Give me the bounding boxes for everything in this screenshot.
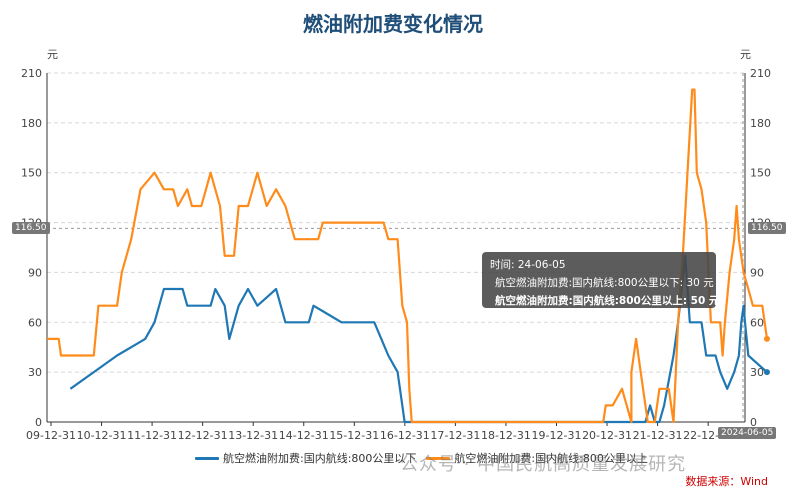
y-tick-label-right: 60	[750, 316, 764, 329]
y-tick-label-left: 210	[21, 67, 42, 80]
y-tick-label-left: 30	[28, 366, 42, 379]
tooltip-time: 时间: 24-06-05	[490, 259, 566, 271]
tooltip-series2-text: 航空燃油附加费:国内航线:800公里以上: 50 元	[495, 295, 720, 307]
x-tick-label: 12-12-31	[178, 429, 228, 442]
y-tick-label-right: 30	[750, 366, 764, 379]
data-source: 数据来源：Wind	[685, 475, 768, 488]
y-tick-label-right: 0	[750, 416, 757, 429]
y-tick-label-right: 210	[750, 67, 771, 80]
left-axis-unit: 元	[47, 48, 58, 61]
legend-swatch-series2	[426, 456, 451, 460]
x-tick-label: 19-12-31	[532, 429, 582, 442]
x-tick-label: 10-12-31	[77, 429, 127, 442]
x-tick-label: 21-12-31	[633, 429, 683, 442]
series-line-1	[69, 254, 768, 424]
y-tick-label-left: 90	[28, 266, 42, 279]
legend-label-series1: 航空燃油附加费:国内航线:800公里以下	[223, 452, 417, 465]
legend-label-series2: 航空燃油附加费:国内航线:800公里以上	[454, 452, 648, 465]
y-tick-label-left: 60	[28, 316, 42, 329]
x-tick-label: 11-12-31	[127, 429, 177, 442]
right-crosshair-value: 116.50	[748, 222, 786, 234]
data-tooltip: 时间: 24-06-05 航空燃油附加费:国内航线:800公里以下: 30 元 …	[482, 252, 720, 308]
y-tick-label-right: 90	[750, 266, 764, 279]
chart-title: 燃油附加费变化情况	[303, 12, 483, 36]
x-tick-label: 20-12-31	[582, 429, 632, 442]
x-tick-label: 17-12-31	[430, 429, 480, 442]
legend-item-series1[interactable]: 航空燃油附加费:国内航线:800公里以下	[195, 450, 416, 466]
x-tick-label: 14-12-31	[279, 429, 329, 442]
right-axis-unit: 元	[740, 48, 751, 61]
y-tick-label-left: 180	[21, 117, 42, 130]
legend-swatch-series1	[195, 456, 219, 460]
y-tick-label-right: 150	[750, 167, 771, 180]
series-end-point-1	[763, 369, 770, 376]
y-tick-label-right: 180	[750, 117, 771, 130]
crosshair-date-label: 2024-06-05	[718, 427, 777, 439]
x-tick-label: 18-12-31	[481, 429, 531, 442]
x-tick-label: 15-12-31	[329, 429, 379, 442]
y-tick-label-left: 0	[35, 416, 42, 429]
tooltip-series1-text: 航空燃油附加费:国内航线:800公里以下: 30 元	[495, 277, 714, 289]
left-crosshair-value: 116.50	[12, 222, 50, 234]
y-tick-label-left: 150	[21, 167, 42, 180]
chart-legend: 航空燃油附加费:国内航线:800公里以下 航空燃油附加费:国内航线:800公里以…	[195, 450, 648, 466]
x-tick-label: 13-12-31	[228, 429, 278, 442]
x-tick-label: 09-12-31	[26, 429, 76, 442]
watermark-text: 公众号 · 中国民航高质量发展研究	[400, 454, 687, 475]
series-end-point-2	[763, 335, 770, 342]
legend-item-series2[interactable]: 航空燃油附加费:国内航线:800公里以上	[426, 450, 648, 466]
x-tick-label: 16-12-31	[380, 429, 430, 442]
